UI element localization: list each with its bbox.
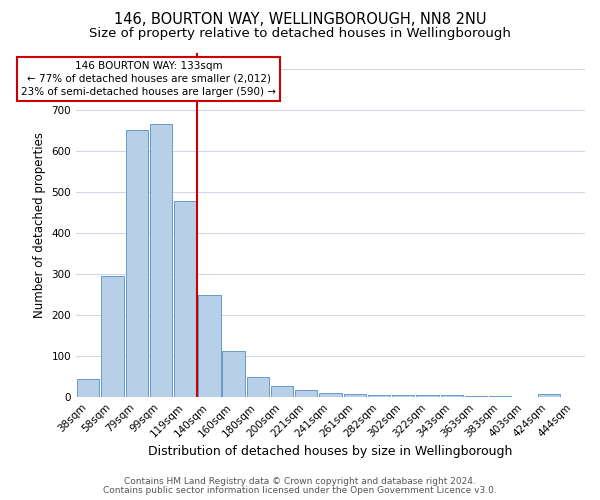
Bar bbox=[150, 124, 172, 397]
Bar bbox=[271, 386, 293, 397]
Bar bbox=[489, 396, 511, 397]
Text: Size of property relative to detached houses in Wellingborough: Size of property relative to detached ho… bbox=[89, 28, 511, 40]
Bar bbox=[344, 394, 366, 397]
Bar bbox=[198, 294, 221, 397]
Bar bbox=[319, 393, 341, 397]
Bar bbox=[295, 390, 317, 397]
Bar bbox=[125, 130, 148, 397]
Bar bbox=[392, 395, 415, 397]
Bar bbox=[440, 395, 463, 397]
Bar bbox=[247, 376, 269, 397]
Bar bbox=[416, 395, 439, 397]
Text: 146, BOURTON WAY, WELLINGBOROUGH, NN8 2NU: 146, BOURTON WAY, WELLINGBOROUGH, NN8 2N… bbox=[114, 12, 486, 28]
Bar bbox=[174, 201, 196, 397]
Text: 146 BOURTON WAY: 133sqm
← 77% of detached houses are smaller (2,012)
23% of semi: 146 BOURTON WAY: 133sqm ← 77% of detache… bbox=[21, 60, 276, 97]
Bar bbox=[77, 379, 100, 397]
X-axis label: Distribution of detached houses by size in Wellingborough: Distribution of detached houses by size … bbox=[148, 444, 513, 458]
Bar bbox=[465, 396, 487, 397]
Bar bbox=[368, 395, 390, 397]
Text: Contains public sector information licensed under the Open Government Licence v3: Contains public sector information licen… bbox=[103, 486, 497, 495]
Bar bbox=[101, 276, 124, 397]
Y-axis label: Number of detached properties: Number of detached properties bbox=[33, 132, 46, 318]
Text: Contains HM Land Registry data © Crown copyright and database right 2024.: Contains HM Land Registry data © Crown c… bbox=[124, 477, 476, 486]
Bar bbox=[223, 351, 245, 397]
Bar bbox=[538, 394, 560, 397]
